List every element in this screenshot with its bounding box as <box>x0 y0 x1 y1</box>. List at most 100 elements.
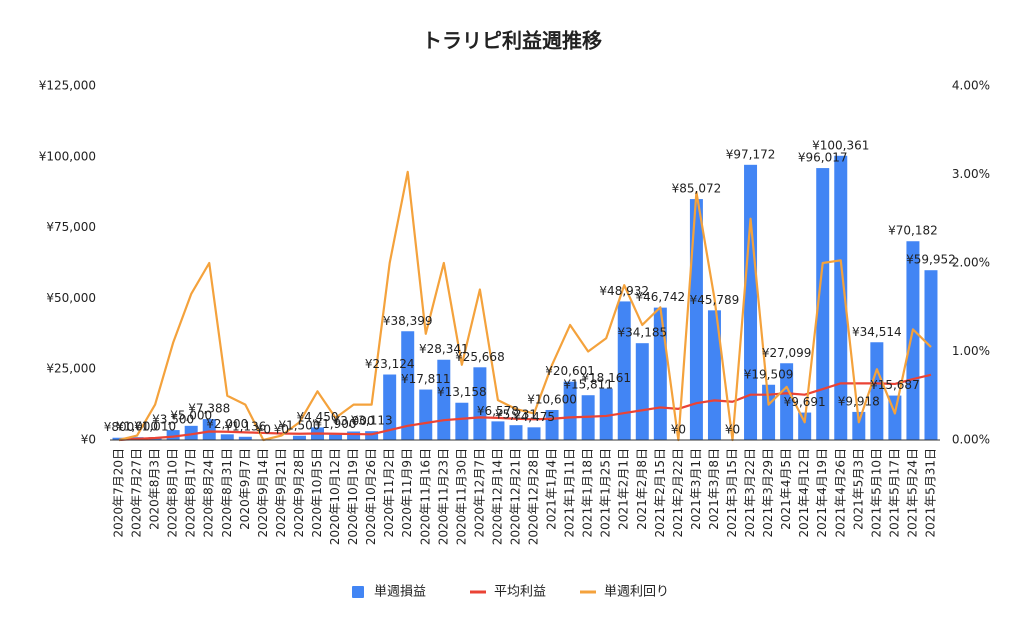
bar <box>599 388 613 440</box>
x-tick-label: 2021年2月8日 <box>635 448 649 530</box>
bar <box>852 411 866 440</box>
x-tick-label: 2021年3月8日 <box>707 448 721 530</box>
x-tick-label: 2020年8月17日 <box>184 448 198 537</box>
bar <box>202 419 216 440</box>
data-label: ¥800 <box>104 420 135 434</box>
data-label: ¥38,399 <box>383 314 433 328</box>
data-label: ¥13,158 <box>437 385 487 399</box>
bar <box>816 168 830 441</box>
data-label: ¥5,000 <box>170 408 212 422</box>
data-label: ¥15,811 <box>563 378 613 392</box>
x-tick-label: 2020年12月14日 <box>490 448 504 545</box>
x-tick-label: 2021年2月22日 <box>671 448 685 537</box>
data-label: ¥15,687 <box>870 378 920 392</box>
bar <box>689 199 703 440</box>
bar <box>707 310 721 440</box>
bar <box>798 412 812 440</box>
data-label: ¥4,450 <box>297 410 339 424</box>
x-tick-label: 2020年11月16日 <box>418 448 432 545</box>
y2-tick-label: 2.00% <box>952 256 990 270</box>
x-tick-label: 2021年5月31日 <box>923 448 937 537</box>
data-label: ¥23,124 <box>365 357 415 371</box>
data-label: ¥9,918 <box>838 394 880 408</box>
x-tick-label: 2020年8月10日 <box>166 448 180 537</box>
bar <box>220 434 234 440</box>
x-tick-label: 2021年5月10日 <box>869 448 883 537</box>
data-label: ¥59,952 <box>906 253 956 267</box>
data-label: ¥46,742 <box>636 290 686 304</box>
x-tick-label: 2021年1月11日 <box>563 448 577 537</box>
legend-label: 単週損益 <box>374 584 426 600</box>
bar <box>906 241 920 440</box>
x-tick-label: 2021年5月24日 <box>905 448 919 537</box>
bar <box>744 164 758 440</box>
y2-tick-label: 3.00% <box>952 167 990 181</box>
data-label: ¥18,161 <box>581 371 631 385</box>
x-tick-label: 2020年10月12日 <box>328 448 342 545</box>
data-label: ¥4,475 <box>513 410 555 424</box>
bar <box>617 301 631 440</box>
x-tick-label: 2021年4月12日 <box>797 448 811 537</box>
bar <box>184 425 198 440</box>
data-label: ¥10,600 <box>527 392 577 406</box>
data-label: ¥20,601 <box>545 364 595 378</box>
x-tick-label: 2020年9月7日 <box>238 448 252 530</box>
data-label: ¥1,010 <box>134 420 176 434</box>
bar <box>455 402 469 440</box>
line <box>118 170 932 442</box>
data-label: ¥48,932 <box>599 284 649 298</box>
bar <box>527 427 541 440</box>
x-tick-label: 2020年11月9日 <box>400 448 414 537</box>
data-label: ¥3,000 <box>333 414 375 428</box>
data-label: ¥19,509 <box>744 367 794 381</box>
x-tick-label: 2020年11月23日 <box>436 448 450 545</box>
x-tick-label: 2020年8月3日 <box>148 448 162 530</box>
bar <box>870 342 884 440</box>
x-tick-label: 2020年8月31日 <box>220 448 234 537</box>
x-tick-label: 2021年3月29日 <box>761 448 775 537</box>
bar <box>419 389 433 440</box>
x-tick-label: 2020年7月20日 <box>112 448 126 537</box>
x-tick-label: 2020年10月19日 <box>346 448 360 545</box>
data-label: ¥27,099 <box>762 346 812 360</box>
x-tick-label: 2020年9月21日 <box>274 448 288 537</box>
bar <box>491 421 505 440</box>
bar <box>347 431 361 440</box>
y2-tick-label: 0.00% <box>952 433 990 447</box>
x-tick-label: 2021年3月22日 <box>743 448 757 537</box>
data-label: ¥7,388 <box>188 402 230 416</box>
bar <box>112 437 126 440</box>
data-label: ¥0 <box>671 423 686 437</box>
data-label: ¥17,811 <box>401 372 451 386</box>
legend-label: 単週利回り <box>604 584 669 600</box>
y-tick-label: ¥0 <box>81 433 96 447</box>
bar <box>383 374 397 440</box>
y2-tick-label: 1.00% <box>952 344 990 358</box>
data-label: ¥3,113 <box>351 414 393 428</box>
x-tick-label: 2021年2月15日 <box>653 448 667 537</box>
bar <box>292 435 306 440</box>
x-tick-label: 2020年10月26日 <box>364 448 378 545</box>
x-tick-label: 2021年2月1日 <box>617 448 631 530</box>
legend-swatch <box>352 586 364 598</box>
data-label: ¥0 <box>256 423 271 437</box>
x-tick-label: 2020年9月14日 <box>256 448 270 537</box>
x-tick-label: 2020年11月2日 <box>382 448 396 537</box>
x-tick-label: 2021年4月5日 <box>779 448 793 530</box>
legend-label: 平均利益 <box>494 585 546 600</box>
x-tick-label: 2021年1月18日 <box>581 448 595 537</box>
x-tick-label: 2021年3月15日 <box>725 448 739 537</box>
data-label: ¥0 <box>725 423 740 437</box>
bar <box>762 384 776 440</box>
line <box>118 373 932 442</box>
x-tick-label: 2021年4月26日 <box>833 448 847 537</box>
bar <box>924 270 938 440</box>
x-tick-label: 2020年10月5日 <box>310 448 324 537</box>
bar <box>401 331 415 440</box>
data-label: ¥6,578 <box>477 404 519 418</box>
x-tick-label: 2020年12月28日 <box>527 448 541 545</box>
data-label: ¥9,691 <box>784 395 826 409</box>
x-tick-label: 2021年4月19日 <box>815 448 829 537</box>
